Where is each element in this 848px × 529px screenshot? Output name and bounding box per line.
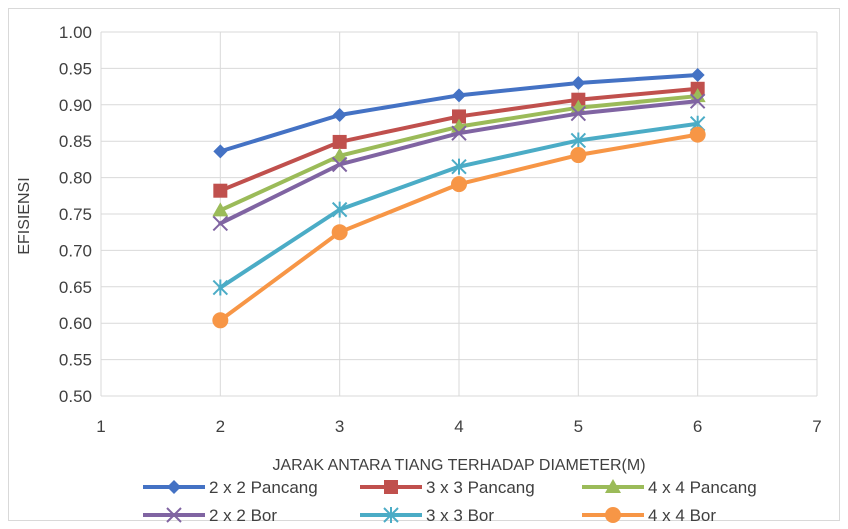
data-point — [571, 75, 586, 90]
data-point — [451, 158, 467, 175]
data-point — [331, 201, 348, 218]
data-point — [166, 507, 182, 523]
data-point — [570, 132, 587, 149]
legend-label: 3 x 3 Bor — [426, 506, 494, 525]
y-tick-label: 0.75 — [59, 205, 92, 224]
data-point — [605, 479, 621, 493]
data-point — [331, 156, 348, 173]
data-point — [605, 507, 621, 523]
data-point — [212, 312, 229, 329]
x-tick-label: 6 — [693, 417, 702, 436]
gridlines — [100, 31, 818, 397]
data-point — [212, 279, 229, 296]
legend-label: 4 x 4 Pancang — [648, 478, 757, 497]
data-point — [383, 507, 399, 523]
data-point — [213, 144, 228, 159]
y-tick-label: 0.65 — [59, 278, 92, 297]
y-tick-label: 0.60 — [59, 314, 92, 333]
data-point — [212, 215, 229, 232]
series-lines — [212, 67, 706, 329]
x-tick-labels: 1 2 3 4 5 6 7 — [96, 417, 821, 436]
x-tick-label: 4 — [454, 417, 463, 436]
y-tick-label: 0.70 — [59, 241, 92, 260]
data-point — [451, 176, 467, 193]
y-tick-label: 0.50 — [59, 387, 92, 406]
data-point — [690, 67, 705, 82]
data-point — [451, 125, 467, 141]
x-tick-label: 5 — [574, 417, 583, 436]
x-tick-label: 3 — [335, 417, 344, 436]
y-axis-label: EFISIENSI — [16, 177, 33, 254]
x-tick-label: 1 — [96, 417, 105, 436]
y-tick-label: 0.55 — [59, 351, 92, 370]
data-point — [384, 480, 398, 494]
x-axis-label: JARAK ANTARA TIANG TERHADAP DIAMETER(M) — [272, 457, 645, 474]
legend-label: 2 x 2 Pancang — [209, 478, 318, 497]
data-point — [570, 105, 587, 122]
legend-label: 4 x 4 Bor — [648, 506, 716, 525]
y-tick-label: 0.80 — [59, 169, 92, 188]
y-tick-label: 0.85 — [59, 132, 92, 151]
x-tick-label: 7 — [812, 417, 821, 436]
data-point — [570, 147, 587, 164]
data-point — [571, 92, 586, 107]
data-point — [332, 134, 347, 149]
data-point — [452, 109, 466, 124]
x-tick-label: 2 — [216, 417, 225, 436]
data-point — [452, 88, 466, 103]
data-point — [213, 183, 228, 198]
y-tick-label: 0.90 — [59, 96, 92, 115]
legend: 2 x 2 Pancang 3 x 3 Pancang 4 x 4 Pancang 2… — [143, 478, 757, 525]
chart-frame — [8, 8, 840, 521]
data-point — [689, 126, 706, 143]
y-tick-label: 1.00 — [59, 23, 92, 42]
data-point — [331, 224, 348, 241]
data-point — [167, 480, 181, 494]
y-tick-label: 0.95 — [59, 59, 92, 78]
data-point — [332, 107, 347, 122]
data-point — [331, 147, 348, 162]
data-point — [212, 202, 229, 217]
data-point — [689, 93, 706, 109]
legend-label: 3 x 3 Pancang — [426, 478, 535, 497]
y-tick-labels: 0.50 0.55 0.60 0.65 0.70 0.75 0.80 0.85 0.90 0.95… — [59, 23, 92, 406]
legend-label: 2 x 2 Bor — [209, 506, 277, 525]
